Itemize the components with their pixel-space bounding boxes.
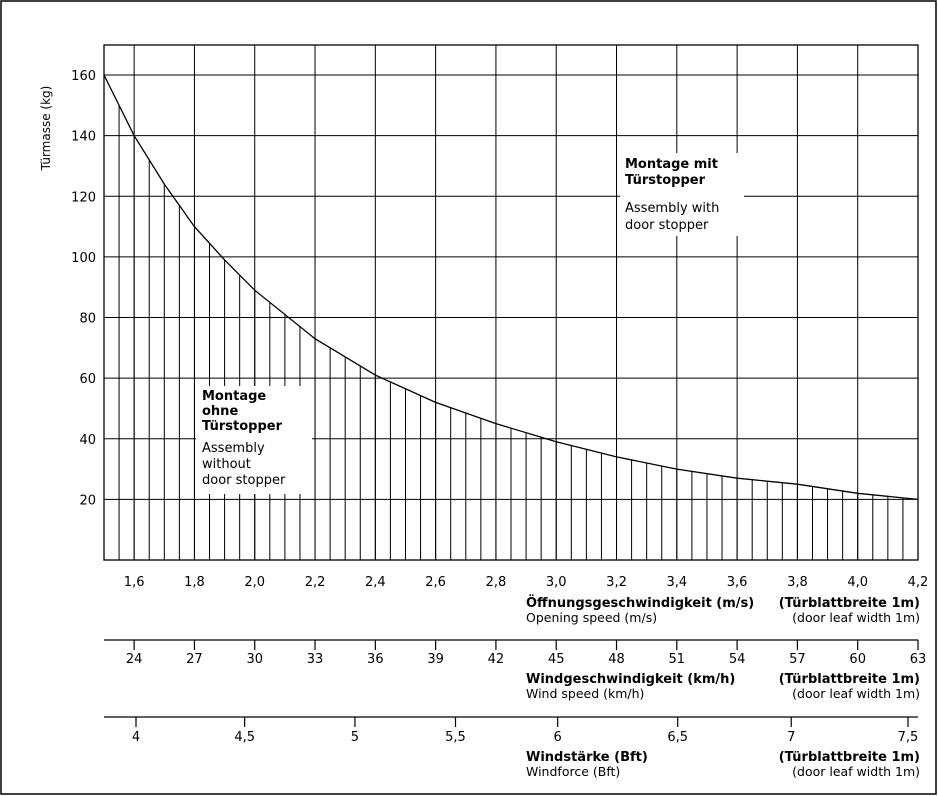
wind-speed-ticks: 24 27 30 33 36 39 42 45 48 51 54 57 60 63 [126,640,926,667]
x-tick-label: 3,8 [787,575,808,590]
wind-speed-tick-label: 63 [910,652,927,667]
hatched-region-without-stopper [118,105,919,560]
region-below-subtitle-1: Assembly [202,441,265,456]
region-above-subtitle-1: Assembly with [625,201,719,216]
region-above-subtitle-2: door stopper [625,218,709,233]
wind-force-label-en: Windforce (Bft) [526,764,620,779]
x-tick-label: 3,0 [546,575,567,590]
region-above-title-2: Türstopper [625,173,706,188]
speed-axis-label-de: Öffnungsgeschwindigkeit (m/s) [526,595,754,611]
wind-speed-tick-label: 45 [548,652,565,667]
wind-speed-tick-label: 24 [126,652,143,667]
speed-axis-note-de: (Türblattbreite 1m) [779,596,920,611]
x-tick-label: 3,6 [727,575,748,590]
wind-speed-tick-label: 51 [669,652,686,667]
y-tick-label: 80 [79,312,96,327]
wind-force-tick-label: 6 [554,730,562,745]
wind-force-tick-label: 5 [351,730,359,745]
x-tick-label: 3,4 [666,575,687,590]
x-tick-label: 1,6 [124,575,145,590]
wind-speed-label-de: Windgeschwindigkeit (km/h) [526,672,735,687]
wind-speed-label-en: Wind speed (km/h) [526,686,644,701]
x-tick-label: 1,8 [184,575,205,590]
region-above-title-1: Montage mit [625,157,718,172]
limit-curve [103,74,919,501]
wind-speed-note-de: (Türblattbreite 1m) [779,672,920,687]
y-tick-labels: 20 40 60 80 100 120 140 160 [71,69,96,508]
x-tick-label: 4,0 [847,575,868,590]
wind-speed-tick-label: 54 [729,652,746,667]
y-tick-label: 120 [71,190,96,205]
wind-speed-tick-label: 36 [367,652,384,667]
y-axis-label: Türmasse (kg) [39,86,53,172]
wind-speed-tick-label: 57 [789,652,806,667]
wind-force-tick-label: 7 [787,730,795,745]
region-below-subtitle-3: door stopper [202,473,286,488]
wind-force-note-de: (Türblattbreite 1m) [779,750,920,765]
wind-speed-tick-label: 42 [488,652,505,667]
region-above-label-bg [620,153,744,236]
wind-speed-tick-label: 60 [849,652,866,667]
wind-force-tick-label: 5,5 [445,730,466,745]
speed-axis-note-en: (door leaf width 1m) [792,610,920,625]
y-tick-label: 100 [71,251,96,266]
wind-force-tick-label: 4 [132,730,140,745]
y-tick-label: 20 [79,493,96,508]
x-tick-label: 2,8 [486,575,507,590]
region-below-title-3: Türstopper [202,419,283,434]
x-tick-label: 2,0 [244,575,265,590]
region-below-subtitle-2: without [202,457,251,472]
wind-force-label-de: Windstärke (Bft) [526,750,648,765]
y-tick-label: 160 [71,69,96,84]
wind-force-ticks: 4 4,5 5 5,5 6 6,5 7 7,5 [132,717,918,745]
wind-force-tick-label: 7,5 [898,730,919,745]
x-tick-label: 2,4 [365,575,386,590]
wind-speed-tick-label: 48 [608,652,625,667]
wind-speed-tick-label: 30 [246,652,263,667]
y-tick-label: 60 [79,372,96,387]
speed-axis-label-en: Opening speed (m/s) [526,610,657,625]
region-below-title-1: Montage [202,389,266,404]
wind-speed-tick-label: 33 [307,652,324,667]
wind-speed-note-en: (door leaf width 1m) [792,686,920,701]
region-below-label-bg [196,386,312,494]
y-tick-label: 40 [79,433,96,448]
wind-force-tick-label: 6,5 [667,730,688,745]
x-tick-label: 2,2 [305,575,326,590]
y-tick-label: 140 [71,130,96,145]
x-tick-label: 3,2 [606,575,627,590]
x-tick-label: 4,2 [908,575,929,590]
x-tick-label: 2,6 [425,575,446,590]
wind-speed-tick-label: 39 [427,652,444,667]
plot-frame [103,44,919,561]
wind-speed-tick-label: 27 [186,652,203,667]
wind-force-note-en: (door leaf width 1m) [792,764,920,779]
wind-force-tick-label: 4,5 [234,730,255,745]
x-tick-labels: 1,6 1,8 2,0 2,2 2,4 2,6 2,8 3,0 3,2 3,4 3,6 3,8 4,0 4… [124,575,929,590]
region-below-title-2: ohne [202,404,238,419]
